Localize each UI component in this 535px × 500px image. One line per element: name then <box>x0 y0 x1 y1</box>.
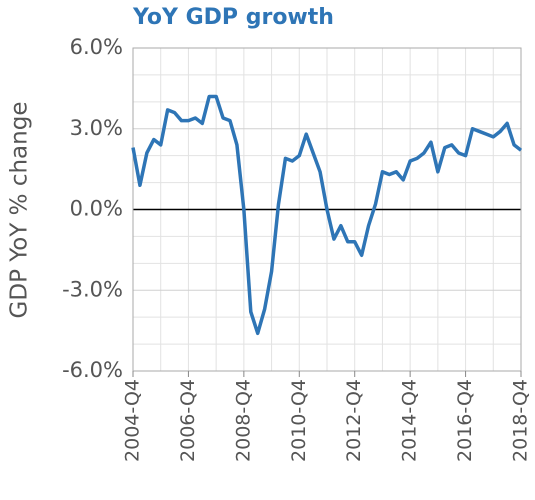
x-tick-label: 2008-Q4 <box>232 379 254 462</box>
x-tick-label: 2010-Q4 <box>288 379 310 462</box>
y-tick-label: -3.0% <box>62 277 123 301</box>
y-tick-label: -6.0% <box>62 358 123 382</box>
data-line <box>131 94 523 336</box>
plot-frame <box>132 47 522 372</box>
x-tick-label: 2018-Q4 <box>510 379 532 462</box>
x-tick-label: 2012-Q4 <box>343 379 365 462</box>
x-tick-label: 2006-Q4 <box>177 379 199 462</box>
y-tick-label: 0.0% <box>70 197 123 221</box>
y-axis-label: GDP YoY % change <box>7 102 33 319</box>
chart-title: YoY GDP growth <box>132 5 334 30</box>
x-tick-label: 2016-Q4 <box>454 379 476 462</box>
y-tick-label: 3.0% <box>70 116 123 140</box>
y-tick-label: 6.0% <box>70 35 123 59</box>
x-tick-label: 2014-Q4 <box>399 379 421 462</box>
x-tick-label: 2004-Q4 <box>122 379 144 462</box>
